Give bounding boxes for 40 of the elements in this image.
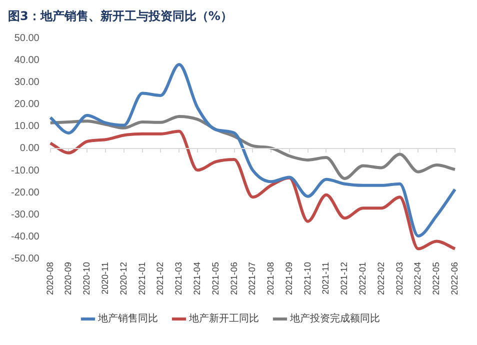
x-tick-label: 2022-02 [376, 262, 386, 295]
y-tick-label: -50.00 [10, 254, 40, 265]
x-tick-label: 2021-10 [302, 262, 312, 295]
y-tick-label: 40.00 [14, 54, 40, 66]
x-tick-label: 2021-12 [339, 262, 350, 295]
x-tick-label: 2020-09 [63, 262, 74, 295]
legend-label: 地产销售同比 [97, 312, 158, 325]
y-tick-label: 30.00 [14, 76, 40, 88]
x-tick-label: 2021-05 [210, 262, 220, 295]
legend-label: 地产投资完成额同比 [289, 312, 380, 325]
legend-label: 地产新开工同比 [188, 312, 259, 325]
x-tick-label: 2021-09 [284, 262, 294, 295]
x-tick-label: 2021-02 [155, 262, 166, 295]
x-tick-label: 2021-04 [192, 262, 202, 295]
chart-title: 图3：地产销售、新开工与投资同比（%） [8, 8, 234, 25]
x-tick-label: 2021-08 [266, 262, 276, 295]
y-tick-label: 20.00 [14, 99, 40, 110]
y-tick-label: 10.00 [14, 121, 40, 132]
line-series [48, 130, 456, 250]
y-tick-label: -30.00 [10, 210, 40, 221]
y-tick-label: -40.00 [10, 232, 40, 243]
x-tick-label: 2022-06 [449, 262, 460, 295]
y-tick-label: 0.00 [20, 143, 40, 154]
x-tick-label: 2022-01 [358, 262, 368, 295]
x-tick-label: 2021-07 [247, 262, 258, 295]
y-tick-label: -20.00 [10, 187, 40, 198]
x-tick-label: 2022-03 [394, 262, 404, 295]
x-tick-label: 2020-08 [44, 262, 55, 295]
line-series [48, 63, 456, 238]
x-tick-label: 2021-03 [174, 262, 184, 295]
y-tick-label: 50.00 [14, 32, 40, 44]
x-tick-label: 2022-04 [412, 262, 423, 295]
x-tick-label: 2021-06 [228, 262, 239, 295]
x-tick-label: 2022-05 [431, 262, 442, 295]
x-tick-label: 2020-10 [82, 262, 92, 295]
x-tick-label: 2021-01 [136, 262, 147, 295]
x-tick-label: 2021-11 [320, 262, 331, 294]
x-tick-label: 2020-11 [100, 262, 110, 294]
y-tick-label: -10.00 [10, 165, 40, 176]
x-tick-label: 2020-12 [118, 262, 128, 295]
